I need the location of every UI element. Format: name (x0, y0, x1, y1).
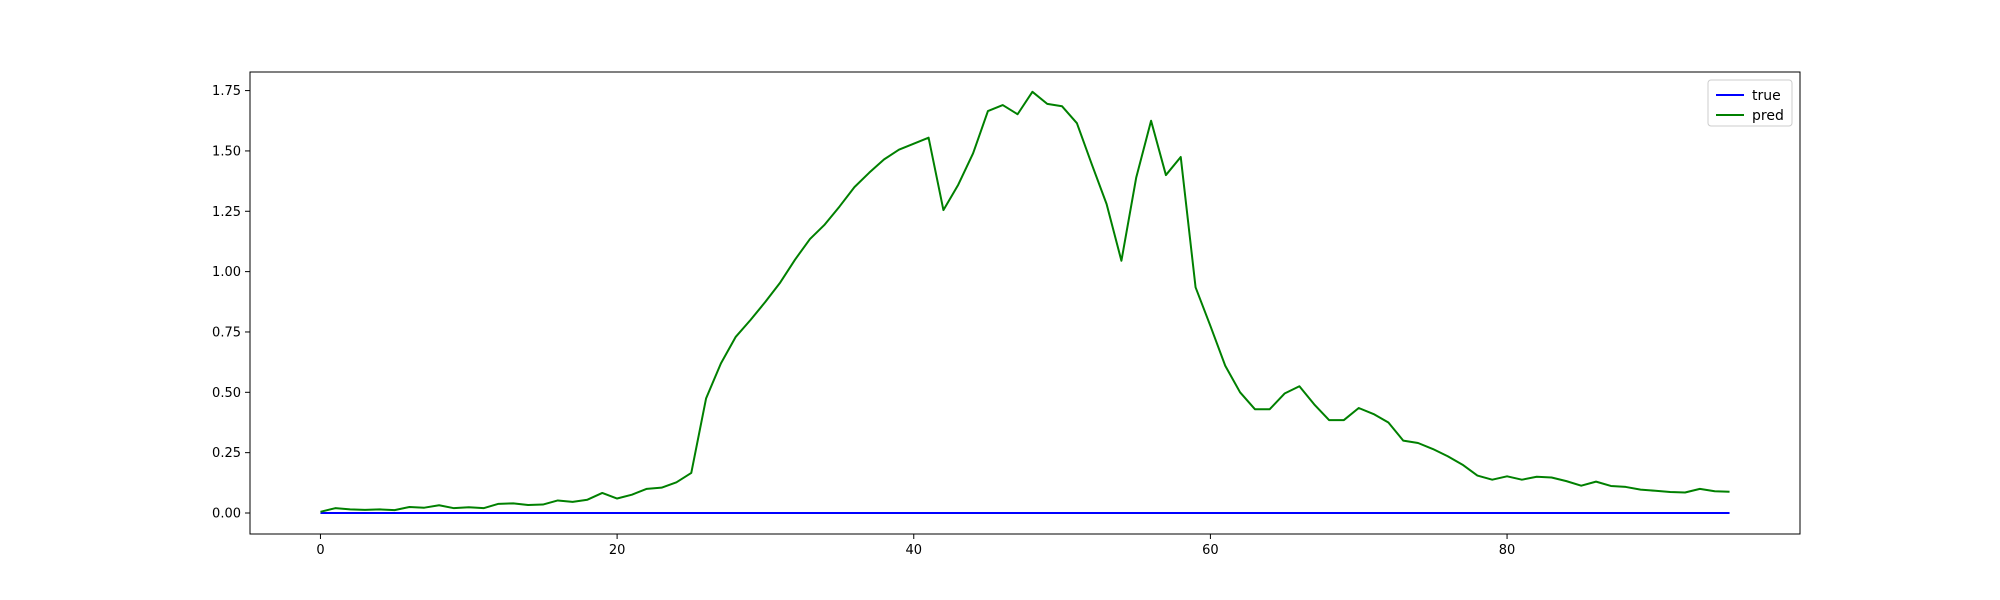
y-tick-label: 0.50 (212, 386, 241, 401)
x-tick-label: 80 (1499, 543, 1516, 558)
legend-label-pred: pred (1752, 108, 1784, 124)
x-tick-label: 0 (316, 543, 324, 558)
y-tick-label: 1.75 (212, 84, 241, 99)
plot-frame (249, 71, 1801, 535)
legend-label-true: true (1752, 88, 1781, 104)
y-tick-label: 0.75 (212, 325, 241, 340)
x-tick-label: 20 (609, 543, 626, 558)
legend: true pred (1707, 79, 1793, 127)
y-tick-label: 1.00 (212, 265, 241, 280)
y-tick-label: 0.00 (212, 507, 241, 522)
y-tick-label: 1.50 (212, 144, 241, 159)
x-tick-label: 40 (905, 543, 922, 558)
series-line-pred (320, 90, 1730, 513)
y-tick-label: 0.25 (212, 446, 241, 461)
x-tick-label: 60 (1202, 543, 1219, 558)
series-layer (320, 90, 1730, 514)
plot-area (250, 72, 1800, 534)
y-tick-label: 1.25 (212, 205, 241, 220)
axes-layer: 0 20 40 60 80 0.00 0.25 0.50 0.75 1.00 1.25 1.50 1.7… (212, 84, 1515, 558)
